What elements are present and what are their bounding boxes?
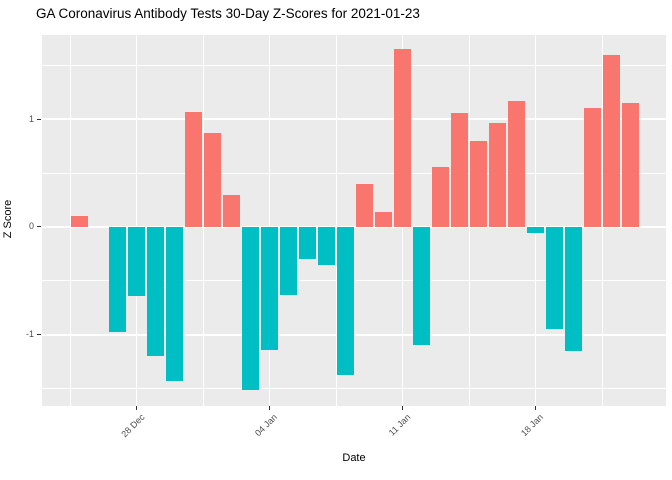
bar (242, 226, 259, 390)
x-gridline-major (268, 35, 271, 406)
x-gridline-major (135, 35, 138, 406)
y-tick-mark (37, 226, 41, 228)
bar (565, 226, 582, 351)
bar (109, 226, 126, 332)
x-tick-label: 28 Dec (119, 412, 147, 440)
plot-panel (42, 35, 666, 406)
y-gridline-minor (42, 64, 666, 66)
y-gridline-minor (42, 280, 666, 282)
y-tick-mark (37, 118, 41, 120)
chart-title: GA Coronavirus Antibody Tests 30-Day Z-S… (36, 6, 420, 21)
bar (394, 49, 411, 227)
bar (299, 226, 316, 260)
bar (261, 226, 278, 350)
bar (356, 183, 373, 227)
x-gridline-major (534, 35, 537, 406)
x-tick-mark (136, 406, 137, 410)
bar (603, 55, 620, 227)
x-gridline-minor (601, 35, 603, 406)
y-axis-title: Z Score (2, 199, 14, 239)
bar (375, 211, 392, 227)
x-tick-mark (269, 406, 270, 410)
y-gridline-major (42, 334, 666, 336)
x-gridline-minor (202, 35, 204, 406)
y-tick-label: 0 (28, 221, 34, 232)
bar (147, 226, 164, 357)
x-gridline-minor (335, 35, 337, 406)
bar (318, 226, 335, 265)
bar (546, 226, 563, 330)
bar (489, 123, 506, 227)
bar (584, 108, 601, 227)
bar (413, 226, 430, 345)
bar (622, 102, 639, 227)
bar (185, 111, 202, 227)
bar (451, 112, 468, 227)
y-gridline-minor (42, 172, 666, 174)
y-tick-label: -1 (25, 329, 34, 340)
x-gridline-minor (468, 35, 470, 406)
bar (166, 226, 183, 382)
y-tick-mark (37, 334, 41, 336)
y-gridline-major (42, 226, 666, 228)
bar (470, 140, 487, 227)
y-tick-label: 1 (28, 113, 34, 124)
bar (223, 194, 240, 227)
bar (337, 226, 354, 375)
y-gridline-major (42, 118, 666, 120)
bar (204, 133, 221, 227)
bar (508, 100, 525, 227)
bar (280, 226, 297, 295)
x-gridline-minor (69, 35, 71, 406)
bar (432, 166, 449, 227)
y-gridline-minor (42, 388, 666, 390)
x-tick-label: 04 Jan (253, 412, 280, 439)
x-tick-mark (402, 406, 403, 410)
bar (71, 216, 88, 227)
x-tick-label: 18 Jan (519, 412, 546, 439)
x-tick-label: 11 Jan (386, 412, 413, 438)
bar (128, 226, 145, 296)
x-tick-mark (535, 406, 536, 410)
bar (527, 226, 544, 234)
x-axis-title: Date (342, 452, 366, 464)
